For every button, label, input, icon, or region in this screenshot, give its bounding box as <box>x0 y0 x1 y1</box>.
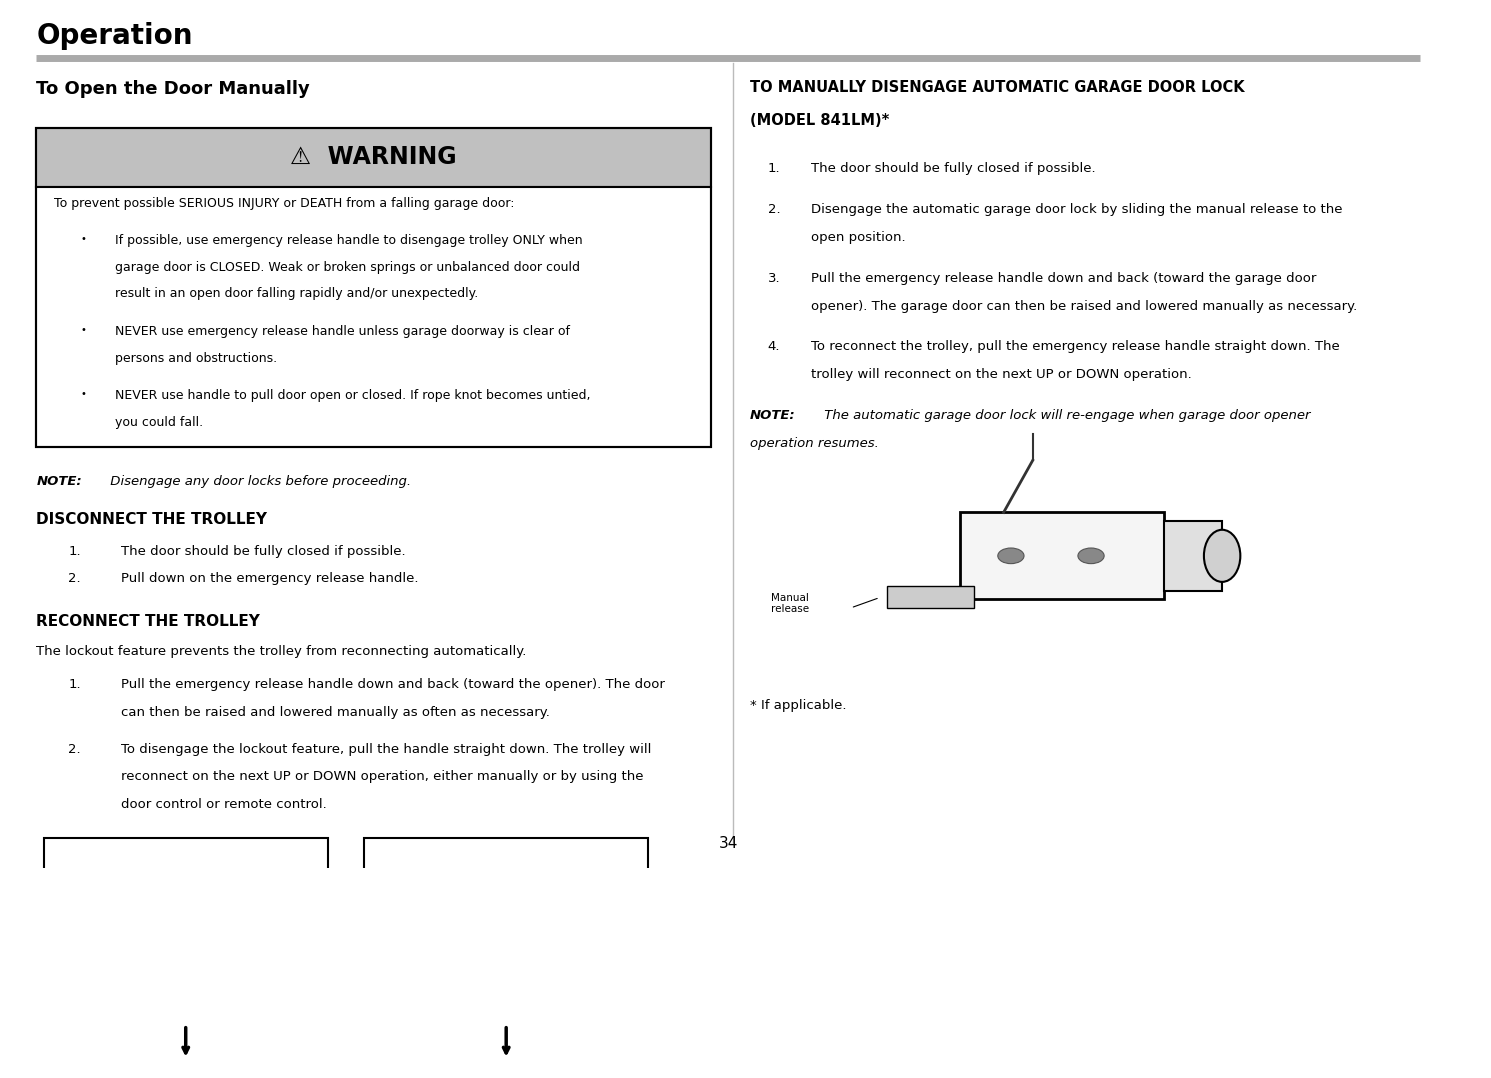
Circle shape <box>145 941 168 955</box>
Bar <box>36 127 711 447</box>
Text: Disengage the automatic garage door lock by sliding the manual release to the: Disengage the automatic garage door lock… <box>811 204 1343 217</box>
Bar <box>1164 521 1223 591</box>
Text: To prevent possible SERIOUS INJURY or DEATH from a falling garage door:: To prevent possible SERIOUS INJURY or DE… <box>54 197 514 210</box>
Bar <box>960 512 1164 599</box>
Text: •: • <box>81 234 86 244</box>
Bar <box>364 838 649 1078</box>
Bar <box>426 927 571 968</box>
Circle shape <box>203 941 227 955</box>
Bar <box>131 1070 240 1078</box>
Text: DISCONNECT THE TROLLEY: DISCONNECT THE TROLLEY <box>36 512 267 526</box>
Text: (MODEL 841LM)*: (MODEL 841LM)* <box>750 113 890 128</box>
Bar <box>36 186 711 447</box>
Text: ⚠  WARNING: ⚠ WARNING <box>291 146 456 169</box>
Text: The lockout feature prevents the trolley from reconnecting automatically.: The lockout feature prevents the trolley… <box>36 646 526 659</box>
Text: NEVER use emergency release handle unless garage doorway is clear of: NEVER use emergency release handle unles… <box>115 324 570 337</box>
Text: garage door is CLOSED. Weak or broken springs or unbalanced door could: garage door is CLOSED. Weak or broken sp… <box>115 261 580 274</box>
Bar <box>36 127 711 186</box>
Text: 34: 34 <box>719 837 738 852</box>
Text: NOTE:: NOTE: <box>36 475 82 488</box>
Circle shape <box>465 941 489 955</box>
Bar <box>452 1070 561 1078</box>
Text: Disengage any door locks before proceeding.: Disengage any door locks before proceedi… <box>106 475 412 488</box>
Circle shape <box>1078 548 1105 564</box>
Bar <box>43 838 328 1078</box>
Text: * If applicable.: * If applicable. <box>750 700 847 713</box>
Text: The automatic garage door lock will re-engage when garage door opener: The automatic garage door lock will re-e… <box>820 409 1311 423</box>
Text: Operation: Operation <box>36 22 192 50</box>
Text: 2.: 2. <box>69 743 81 756</box>
Text: •: • <box>81 389 86 399</box>
Bar <box>106 927 252 968</box>
Text: reconnect on the next UP or DOWN operation, either manually or by using the: reconnect on the next UP or DOWN operati… <box>121 771 644 784</box>
Text: 1.: 1. <box>69 678 81 691</box>
Text: RECONNECT THE TROLLEY: RECONNECT THE TROLLEY <box>36 614 261 628</box>
Text: door control or remote control.: door control or remote control. <box>121 798 327 811</box>
Text: To disengage the lockout feature, pull the handle straight down. The trolley wil: To disengage the lockout feature, pull t… <box>121 743 652 756</box>
Text: persons and obstructions.: persons and obstructions. <box>115 351 277 364</box>
Text: you could fall.: you could fall. <box>115 416 203 429</box>
Text: operation resumes.: operation resumes. <box>750 437 880 450</box>
Text: Pull the emergency release handle down and back (toward the opener). The door: Pull the emergency release handle down a… <box>121 678 665 691</box>
Text: The door should be fully closed if possible.: The door should be fully closed if possi… <box>121 544 406 557</box>
Text: opener). The garage door can then be raised and lowered manually as necessary.: opener). The garage door can then be rai… <box>811 300 1358 313</box>
Text: To Open the Door Manually: To Open the Door Manually <box>36 80 310 98</box>
Text: NEVER use handle to pull door open or closed. If rope knot becomes untied,: NEVER use handle to pull door open or cl… <box>115 389 590 402</box>
Text: •: • <box>81 324 86 335</box>
Text: 1.: 1. <box>69 544 81 557</box>
Text: trolley will reconnect on the next UP or DOWN operation.: trolley will reconnect on the next UP or… <box>811 369 1193 382</box>
Text: 2.: 2. <box>768 204 780 217</box>
Text: can then be raised and lowered manually as often as necessary.: can then be raised and lowered manually … <box>121 706 550 719</box>
Text: 1.: 1. <box>768 163 780 176</box>
Text: 4.: 4. <box>768 341 780 354</box>
Text: To reconnect the trolley, pull the emergency release handle straight down. The: To reconnect the trolley, pull the emerg… <box>811 341 1340 354</box>
Text: The door should be fully closed if possible.: The door should be fully closed if possi… <box>811 163 1096 176</box>
Text: NOTE:: NOTE: <box>750 409 796 423</box>
Text: open position.: open position. <box>811 231 907 244</box>
Bar <box>887 586 975 608</box>
Text: Pull the emergency release handle down and back (toward the garage door: Pull the emergency release handle down a… <box>811 272 1317 285</box>
Text: Pull down on the emergency release handle.: Pull down on the emergency release handl… <box>121 572 419 585</box>
Text: Manual
release: Manual release <box>771 593 808 614</box>
Text: result in an open door falling rapidly and/or unexpectedly.: result in an open door falling rapidly a… <box>115 288 479 301</box>
Bar <box>83 882 273 929</box>
Text: 3.: 3. <box>768 272 780 285</box>
Circle shape <box>997 548 1024 564</box>
Bar <box>404 882 593 929</box>
Ellipse shape <box>1203 529 1241 582</box>
Text: TO MANUALLY DISENGAGE AUTOMATIC GARAGE DOOR LOCK: TO MANUALLY DISENGAGE AUTOMATIC GARAGE D… <box>750 80 1245 95</box>
Circle shape <box>523 941 547 955</box>
Text: If possible, use emergency release handle to disengage trolley ONLY when: If possible, use emergency release handl… <box>115 234 583 247</box>
Text: 2.: 2. <box>69 572 81 585</box>
